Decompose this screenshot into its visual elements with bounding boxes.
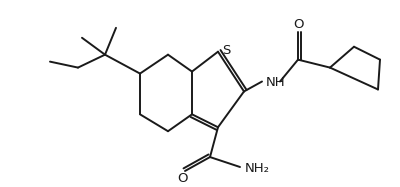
Text: O: O [294,18,304,31]
Text: S: S [222,44,230,57]
Text: NH: NH [266,76,286,89]
Text: NH₂: NH₂ [245,163,270,175]
Text: O: O [178,172,188,186]
